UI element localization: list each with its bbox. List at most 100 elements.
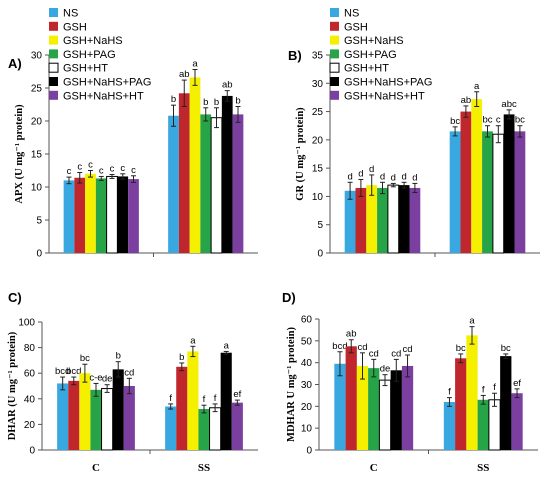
- significance-letter: ab: [461, 95, 472, 106]
- bar: [409, 187, 421, 253]
- significance-letter: ab: [346, 329, 357, 340]
- y-tick-label: 100: [18, 318, 35, 329]
- panel-label: D): [282, 290, 296, 305]
- bar: [443, 401, 456, 450]
- significance-letter: bc: [482, 115, 492, 126]
- bar: [344, 190, 356, 253]
- x-category-label: SS: [198, 462, 210, 474]
- significance-letter: bc: [515, 115, 525, 126]
- y-tick-label: 80: [24, 343, 36, 354]
- y-tick-label: 60: [24, 369, 36, 380]
- y-axis-title: APX (U mg⁻¹ protein): [14, 104, 25, 204]
- significance-letter: cd: [403, 344, 413, 355]
- significance-letter: c-e: [89, 372, 102, 383]
- significance-letter: de: [380, 364, 391, 375]
- bar: [401, 365, 414, 450]
- x-category-label: SS: [477, 462, 489, 474]
- legend-label: GSH+NaHS+HT: [344, 90, 425, 102]
- bar: [123, 386, 135, 450]
- panel-label: A): [8, 56, 22, 71]
- x-category-label: C: [92, 462, 100, 474]
- bar: [356, 365, 369, 450]
- bar: [492, 133, 505, 254]
- significance-letter: bc: [450, 116, 460, 127]
- y-tick-label: 15: [312, 164, 324, 175]
- y-tick-label: 60: [301, 315, 313, 326]
- significance-letter: d: [412, 172, 417, 183]
- bar: [460, 111, 472, 253]
- legend-swatch: [49, 21, 58, 31]
- significance-letter: cd: [357, 342, 367, 353]
- y-tick-label: 20: [24, 420, 36, 431]
- legend-swatch: [330, 77, 339, 86]
- y-tick-label: 50: [301, 336, 313, 347]
- significance-letter: b: [116, 351, 121, 362]
- significance-letter: cd: [391, 348, 401, 359]
- bar: [471, 99, 483, 253]
- chart-panel-3: C)DHAR (U mg⁻¹ protein)020406080100bcdbc…: [7, 290, 258, 474]
- significance-letter: ef: [233, 389, 241, 400]
- significance-letter: a: [192, 59, 198, 70]
- bar: [176, 366, 188, 450]
- bar: [334, 363, 346, 450]
- bar: [345, 346, 357, 450]
- significance-letter: a: [469, 316, 475, 327]
- significance-letter: bcd: [55, 366, 70, 377]
- bar: [482, 131, 493, 253]
- bar: [189, 77, 201, 253]
- bar: [366, 185, 378, 253]
- significance-letter: bcd: [66, 366, 81, 377]
- legend-swatch: [329, 62, 340, 73]
- bar: [209, 407, 222, 451]
- bar: [178, 93, 190, 253]
- chart-panel-4: D)MDHAR U mg⁻¹ protein)0102030405060bcda…: [282, 290, 538, 474]
- significance-letter: bc: [80, 353, 90, 364]
- bar: [168, 115, 179, 253]
- panel-label: C): [8, 290, 22, 305]
- legend-label: GSH: [63, 21, 87, 33]
- bar: [220, 352, 232, 450]
- legend-swatch: [330, 8, 339, 17]
- legend-label: GSH+PAG: [63, 49, 116, 61]
- legend-swatch: [49, 8, 58, 17]
- significance-letter: c: [496, 115, 501, 126]
- significance-letter: d: [358, 168, 363, 179]
- significance-letter: f: [214, 393, 217, 404]
- legend-swatch: [330, 21, 339, 31]
- significance-letter: c: [88, 160, 93, 171]
- bar: [390, 370, 402, 450]
- bar: [63, 180, 75, 253]
- bar: [187, 351, 199, 450]
- significance-letter: ef: [513, 378, 521, 389]
- y-axis-title: GR (U mg⁻¹ protein): [295, 107, 306, 201]
- bar: [112, 369, 124, 450]
- significance-letter: b: [171, 94, 176, 105]
- bar: [231, 402, 243, 450]
- bar: [95, 178, 107, 253]
- significance-letter: c: [99, 165, 104, 176]
- y-tick-label: 20: [31, 117, 43, 128]
- legend-label: GSH+NaHS: [63, 35, 123, 47]
- significance-letter: f: [203, 394, 206, 405]
- bar: [449, 131, 461, 253]
- significance-letter: a: [224, 340, 230, 351]
- y-tick-label: 40: [24, 394, 36, 405]
- y-tick-label: 25: [312, 107, 324, 118]
- significance-letter: d: [369, 164, 374, 175]
- bar: [128, 179, 139, 253]
- legend-swatch: [49, 35, 58, 45]
- x-category-label: C: [370, 462, 378, 474]
- bar: [377, 187, 388, 253]
- legend-label: GSH+NaHS+PAG: [63, 77, 151, 89]
- bar: [79, 373, 91, 450]
- legend-label: GSH+NaHS: [344, 35, 404, 47]
- bar: [68, 380, 80, 450]
- y-tick-label: 0: [306, 446, 312, 457]
- significance-letter: d: [380, 171, 385, 182]
- legend-swatch: [49, 77, 58, 86]
- significance-letter: d: [401, 171, 406, 182]
- significance-letter: cd: [369, 348, 379, 359]
- bar: [85, 173, 96, 253]
- y-tick-label: 10: [312, 192, 324, 203]
